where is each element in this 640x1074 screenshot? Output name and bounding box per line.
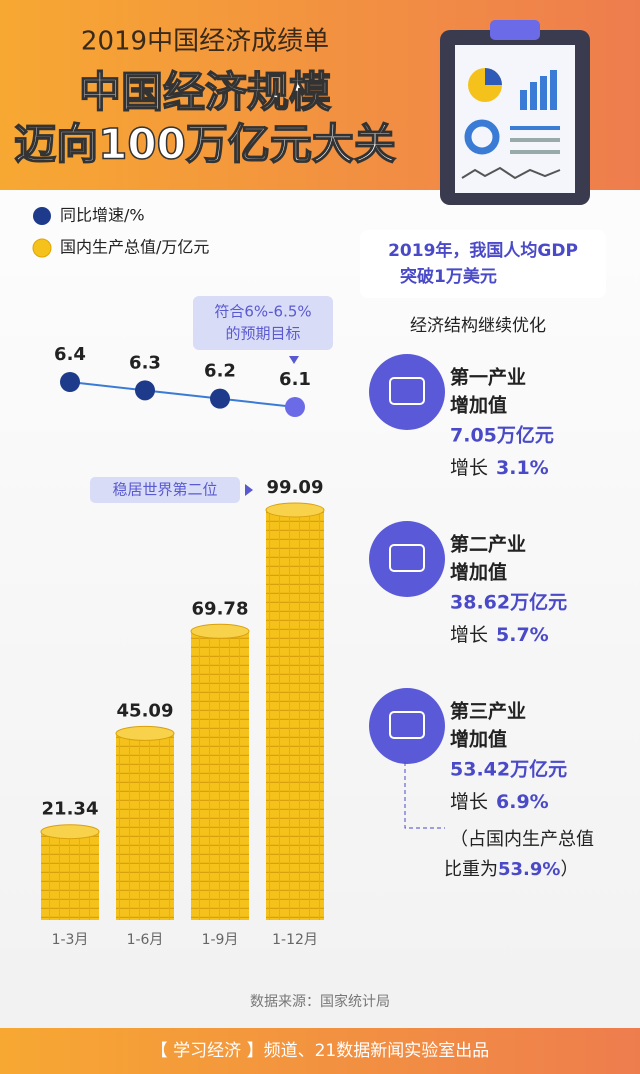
note: （占国内生产总值: [450, 829, 594, 850]
x-tick-label: 1-9月: [202, 932, 239, 948]
point: [135, 380, 155, 401]
sector-icon-glyph: [389, 377, 425, 405]
annotation-box: [90, 477, 240, 503]
title: 中国经济规模: [79, 68, 331, 117]
data-label: 6.4: [54, 344, 86, 365]
bar-cap: [190, 623, 250, 639]
sector-name: 第三产业: [450, 700, 526, 723]
section-title: 经济结构继续优化: [410, 316, 546, 336]
annotation-box: [193, 296, 333, 350]
sector-value: 38.62万亿元: [450, 591, 567, 614]
bar-cap: [265, 502, 325, 518]
sector-growth: 增长 5.7%: [450, 624, 549, 646]
note: ）: [560, 859, 578, 880]
bar: [191, 631, 249, 920]
sector-icon: [369, 354, 445, 430]
sector-icon-glyph: [389, 544, 425, 572]
legend-swatch: [32, 238, 52, 258]
bar: [266, 510, 324, 920]
sector-name: 增加值: [450, 561, 507, 584]
point: [60, 372, 80, 392]
sector-icon: [369, 521, 445, 597]
sector-growth: 增长 3.1%: [450, 457, 549, 479]
point: [210, 388, 230, 409]
data-label: 6.2: [204, 361, 236, 382]
plot: 6.4 6.3 6.2 6.1 21.34 1-3月 45.09 1-6月 69.78 1-9月 9…: [40, 344, 325, 948]
annotation-arrow: [289, 356, 299, 364]
legend-label: 同比增速/%: [60, 206, 145, 225]
sector-name: 增加值: [450, 728, 507, 751]
legend-swatch: [33, 207, 51, 225]
annotation: 稳居世界第二位: [112, 481, 217, 499]
growth-label: 增长: [450, 791, 488, 813]
legend-label: 国内生产总值/万亿元: [60, 238, 209, 257]
growth-value: 6.9%: [496, 791, 549, 813]
growth-value: 5.7%: [496, 624, 549, 646]
highlight-text: 突破1万美元: [400, 266, 497, 287]
annotation: 的预期目标: [225, 325, 300, 343]
annotation: 符合6%-6.5%: [214, 303, 311, 321]
bar-cap: [40, 824, 100, 840]
bar: [41, 831, 99, 920]
growth-label: 增长: [450, 624, 488, 646]
clipboard-icon: [440, 20, 590, 205]
bar: [116, 733, 174, 920]
data-label: 6.1: [279, 369, 311, 390]
sector-value: 7.05万亿元: [450, 424, 554, 447]
sector-icon-glyph: [389, 711, 425, 739]
data-label: 99.09: [267, 477, 324, 498]
bar-cap: [115, 725, 175, 741]
x-tick-label: 1-6月: [127, 932, 164, 948]
sector-name: 第一产业: [450, 366, 526, 389]
title: 迈向100万亿元大关: [14, 120, 396, 169]
sector-name: 第二产业: [450, 533, 526, 556]
x-tick-label: 1-12月: [272, 932, 318, 948]
footer-band: [0, 1028, 640, 1074]
source: 数据来源：国家统计局: [250, 993, 390, 1010]
data-label: 6.3: [129, 352, 161, 373]
annotation-arrow: [245, 484, 253, 496]
note: 比重为: [444, 859, 498, 880]
data-label: 69.78: [192, 598, 249, 619]
sector-name: 增加值: [450, 394, 507, 417]
data-label: 21.34: [42, 799, 99, 820]
line: [69, 381, 296, 408]
data-label: 45.09: [117, 700, 174, 721]
growth-value: 3.1%: [496, 457, 549, 479]
point: [285, 397, 305, 417]
x-tick-label: 1-3月: [52, 932, 89, 948]
highlight-text: 2019年，我国人均GDP: [388, 240, 578, 261]
sector-icon: [369, 688, 445, 764]
highlight-box: [360, 230, 606, 298]
sector-value: 53.42万亿元: [450, 758, 567, 781]
note: 比重为53.9%）: [444, 859, 578, 880]
connector: [404, 762, 445, 829]
footer: 【 学习经济 】频道、21数据新闻实验室出品: [151, 1041, 489, 1061]
growth-label: 增长: [450, 457, 488, 479]
subtitle: 2019中国经济成绩单: [81, 27, 329, 57]
note-value: 53.9%: [498, 859, 560, 880]
sector-growth: 增长 6.9%: [450, 791, 549, 813]
